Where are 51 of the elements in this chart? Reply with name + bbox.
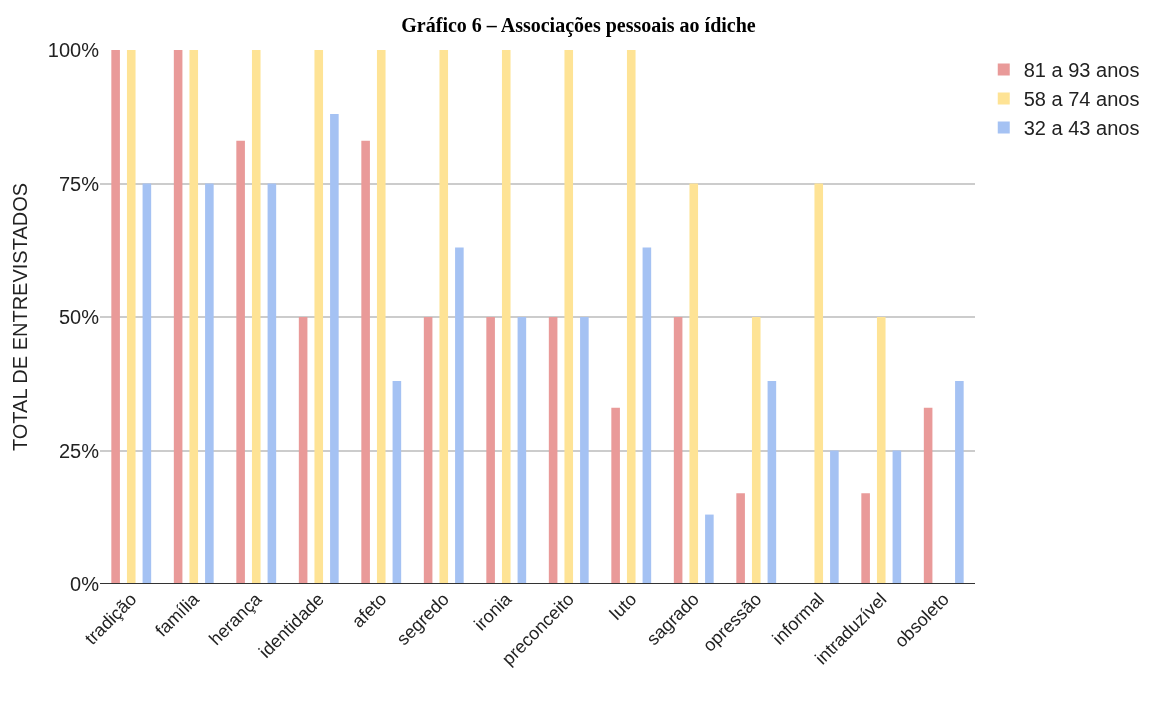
bar: [455, 247, 464, 584]
bar: [861, 493, 870, 584]
bar: [736, 493, 745, 584]
bar: [767, 381, 777, 584]
bar: [673, 317, 683, 584]
bar: [705, 514, 714, 584]
bar: [189, 50, 199, 584]
bar: [361, 140, 370, 584]
bar: [330, 114, 339, 584]
bar: [142, 183, 152, 584]
bar: [173, 50, 183, 584]
y-tick-label: 0%: [70, 573, 100, 595]
bar: [111, 50, 120, 584]
bar: [611, 407, 620, 584]
bar: [205, 183, 214, 584]
bar: [423, 317, 433, 584]
bar: [642, 247, 652, 584]
bar: [892, 450, 902, 584]
bar: [314, 50, 324, 584]
bar: [751, 317, 761, 584]
bar: [517, 317, 527, 584]
bar: [486, 317, 495, 584]
y-tick-label: 75%: [58, 172, 100, 195]
bar: [580, 317, 589, 584]
bar: [830, 450, 839, 584]
bar: [689, 183, 699, 584]
bar: [236, 140, 245, 584]
bar: [251, 50, 261, 584]
y-tick-label: 25%: [58, 439, 100, 462]
bar: [955, 381, 964, 584]
legend-label: 32 a 43 anos: [1023, 117, 1140, 140]
bar: [267, 183, 277, 584]
legend-label: 58 a 74 anos: [1023, 88, 1140, 111]
bar: [298, 317, 308, 584]
bar: [126, 50, 136, 584]
chart-title: Gráfico 6 – Associações pessoais ao ídiche: [401, 13, 756, 37]
bar: [439, 50, 449, 584]
x-tick-label: luto: [605, 589, 641, 624]
legend-label: 81 a 93 anos: [1023, 59, 1140, 82]
bar: [923, 407, 933, 584]
bar: [564, 50, 574, 584]
bar: [392, 381, 402, 584]
bar: [626, 50, 636, 584]
y-tick-label: 100%: [47, 39, 100, 61]
bar: [814, 183, 824, 584]
bar: [376, 50, 386, 584]
y-tick-label: 50%: [58, 306, 100, 328]
bar: [876, 317, 886, 584]
y-axis-title: TOTAL DE ENTREVISTADOS: [9, 182, 32, 452]
bar: [548, 317, 558, 584]
bar: [501, 50, 511, 584]
